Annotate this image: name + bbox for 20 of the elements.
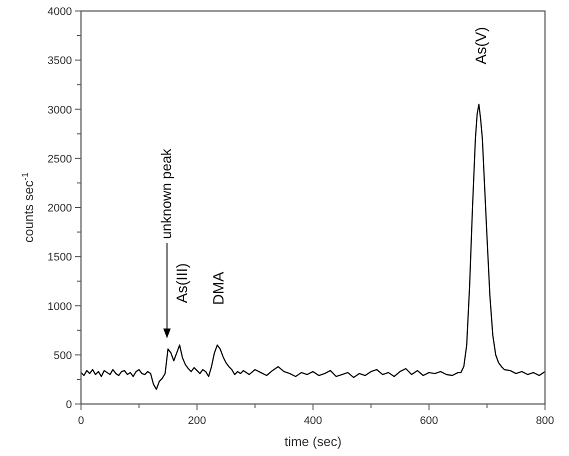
y-tick-label: 2000: [48, 202, 72, 214]
x-tick-label: 200: [188, 415, 206, 427]
y-tick-label: 3000: [48, 104, 72, 116]
x-tick-label: 600: [420, 415, 438, 427]
annotation: As(III): [174, 263, 191, 304]
y-tick-label: 3500: [48, 55, 72, 68]
y-tick-label: 500: [54, 350, 72, 362]
annotation: unknown peak: [158, 148, 174, 239]
y-tick-label: 1000: [48, 300, 72, 313]
y-tick-label: 2500: [48, 153, 72, 166]
x-tick-label: 400: [304, 415, 322, 427]
y-tick-label: 0: [66, 399, 72, 411]
x-tick-label: 0: [78, 415, 84, 427]
annotation: As(V): [473, 26, 490, 64]
x-axis-title: time (sec): [284, 434, 342, 449]
line-series: [80, 104, 546, 390]
annotation: DMA: [210, 272, 228, 306]
y-tick-label: 1500: [48, 252, 72, 264]
y-tick-label: 4000: [48, 6, 72, 18]
x-tick-label: 800: [536, 415, 554, 427]
